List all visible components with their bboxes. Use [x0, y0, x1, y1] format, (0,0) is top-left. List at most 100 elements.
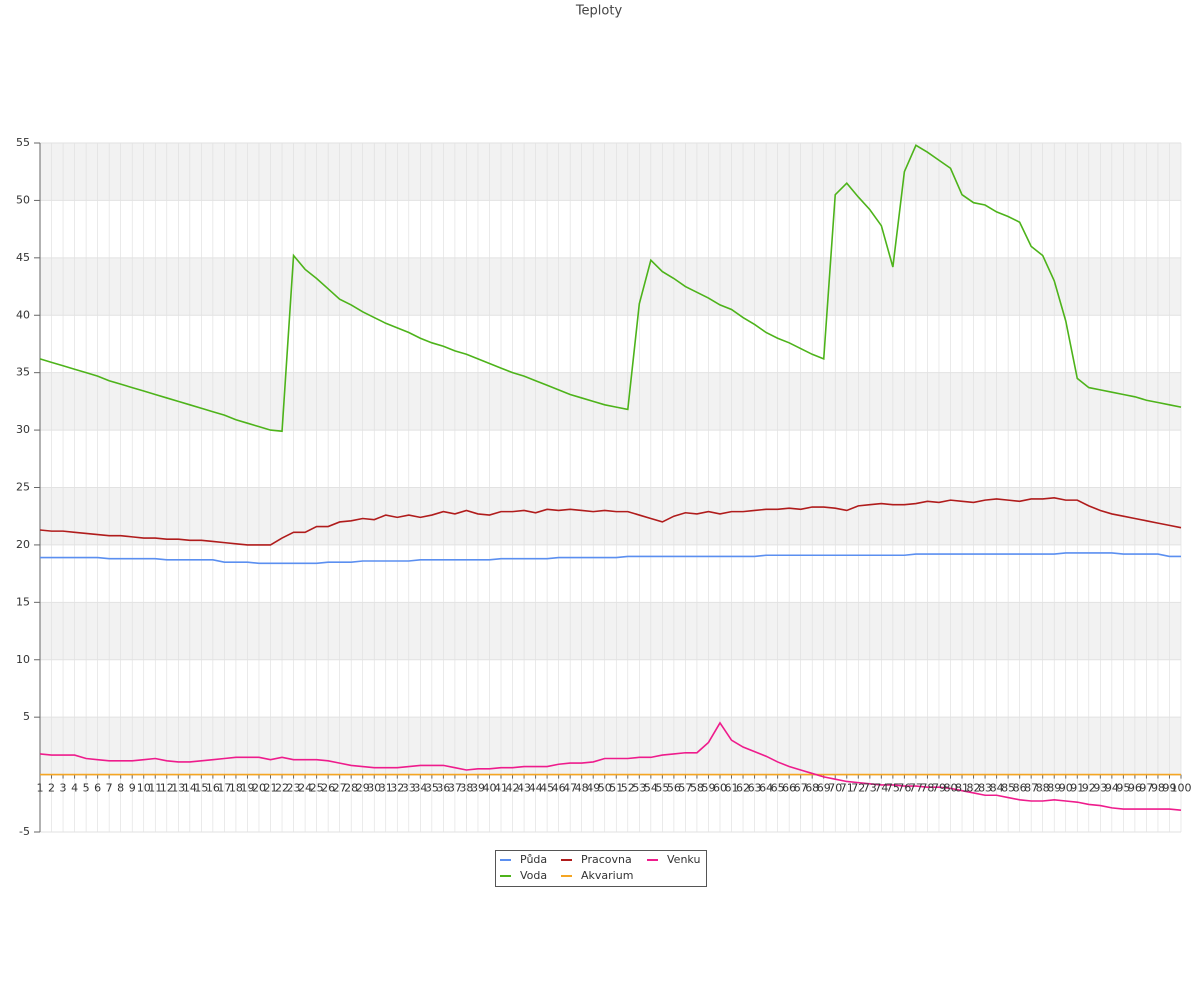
x-tick-label: 7 [106, 782, 113, 795]
grid-band [40, 487, 1181, 545]
x-tick-label: 43 [517, 782, 531, 795]
x-tick-label: 40 [482, 782, 496, 795]
x-tick-label: 81 [955, 782, 969, 795]
x-tick-label: 22 [275, 782, 289, 795]
x-tick-label: 1 [37, 782, 44, 795]
x-tick-label: 9 [129, 782, 136, 795]
x-tick-label: 76 [897, 782, 911, 795]
x-tick-label: 13 [171, 782, 185, 795]
x-tick-label: 100 [1171, 782, 1192, 795]
grid-band [40, 143, 1181, 201]
x-tick-label: 96 [1128, 782, 1142, 795]
y-tick-label: 20 [16, 538, 30, 551]
x-tick-label: 93 [1093, 782, 1107, 795]
x-tick-label: 49 [586, 782, 600, 795]
x-tick-label: 47 [563, 782, 577, 795]
x-tick-label: 92 [1082, 782, 1096, 795]
x-tick-label: 17 [217, 782, 231, 795]
y-tick-label: 55 [16, 136, 30, 149]
x-tick-label: 38 [459, 782, 473, 795]
x-tick-label: 44 [529, 782, 543, 795]
x-tick-label: 57 [678, 782, 692, 795]
x-tick-label: 28 [344, 782, 358, 795]
y-tick-label: 10 [16, 653, 30, 666]
x-tick-label: 34 [413, 782, 427, 795]
x-tick-label: 99 [1162, 782, 1176, 795]
x-tick-label: 69 [817, 782, 831, 795]
grid-band [40, 372, 1181, 431]
x-tick-label: 60 [713, 782, 727, 795]
x-tick-label: 46 [552, 782, 566, 795]
legend-label: Akvarium [581, 869, 633, 882]
x-tick-label: 77 [909, 782, 923, 795]
grid-band [40, 257, 1181, 316]
x-tick-label: 97 [1139, 782, 1153, 795]
x-tick-label: 10 [137, 782, 151, 795]
x-tick-label: 23 [287, 782, 301, 795]
x-tick-label: 82 [967, 782, 981, 795]
x-tick-label: 87 [1024, 782, 1038, 795]
x-tick-label: 78 [920, 782, 934, 795]
x-tick-label: 24 [298, 782, 312, 795]
x-tick-label: 30 [367, 782, 381, 795]
x-tick-label: 20 [252, 782, 266, 795]
x-tick-label: 80 [943, 782, 957, 795]
x-tick-label: 31 [379, 782, 393, 795]
x-tick-label: 53 [632, 782, 646, 795]
legend-label: Pracovna [581, 853, 632, 866]
x-tick-label: 11 [148, 782, 162, 795]
x-tick-label: 83 [978, 782, 992, 795]
x-tick-label: 4 [71, 782, 78, 795]
x-tick-label: 16 [206, 782, 220, 795]
plot [39, 144, 1182, 811]
x-tick-label: 67 [794, 782, 808, 795]
x-tick-label: 21 [264, 782, 278, 795]
x-tick-label: 39 [471, 782, 485, 795]
x-tick-label: 98 [1151, 782, 1165, 795]
x-tick-label: 51 [609, 782, 623, 795]
series-line [40, 552, 1181, 565]
x-tick-label: 15 [194, 782, 208, 795]
x-tick-label: 52 [621, 782, 635, 795]
x-tick-label: 71 [840, 782, 854, 795]
legend-label: Půda [520, 853, 547, 866]
y-tick-label: -5 [19, 825, 30, 838]
legend: Půda Voda Pracovna Akvarium Venku [500, 853, 700, 882]
x-tick-label: 72 [851, 782, 865, 795]
x-tick-label: 12 [160, 782, 174, 795]
x-tick-label: 19 [240, 782, 254, 795]
series-line [39, 497, 1182, 546]
legend-label: Venku [667, 853, 700, 866]
x-tick-label: 79 [932, 782, 946, 795]
x-tick-label: 32 [390, 782, 404, 795]
x-tick-label: 18 [229, 782, 243, 795]
x-tick-label: 54 [644, 782, 658, 795]
x-tick-label: 14 [183, 782, 197, 795]
y-tick-label: 40 [16, 308, 30, 321]
x-tick-label: 25 [310, 782, 324, 795]
y-tick-label: 50 [16, 193, 30, 206]
x-tick-label: 73 [863, 782, 877, 795]
x-tick-label: 8 [117, 782, 124, 795]
y-tick-label: 5 [23, 710, 30, 723]
x-tick-label: 61 [725, 782, 739, 795]
x-tick-label: 29 [356, 782, 370, 795]
x-tick-label: 85 [1001, 782, 1015, 795]
x-tick-label: 6 [94, 782, 101, 795]
x-tick-label: 75 [886, 782, 900, 795]
y-tick-label: 15 [16, 595, 30, 608]
x-tick-label: 26 [321, 782, 335, 795]
x-tick-label: 64 [759, 782, 773, 795]
legend-label: Voda [520, 869, 547, 882]
x-tick-label: 45 [540, 782, 554, 795]
series-line [39, 721, 1182, 811]
x-tick-label: 56 [667, 782, 681, 795]
x-tick-label: 27 [333, 782, 347, 795]
x-tick-label: 88 [1036, 782, 1050, 795]
x-tick-label: 65 [771, 782, 785, 795]
x-tick-label: 55 [655, 782, 669, 795]
x-tick-label: 42 [506, 782, 520, 795]
x-tick-label: 37 [448, 782, 462, 795]
